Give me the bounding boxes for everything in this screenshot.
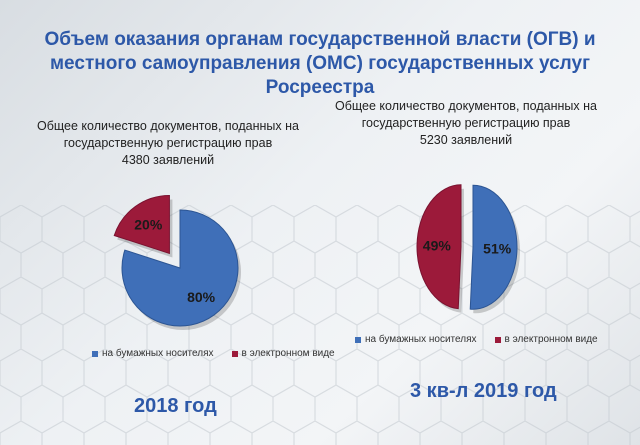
title-line-1: Объем оказания органам государственной в… <box>44 29 596 50</box>
pie-chart-2019: 51% 49% <box>416 184 520 314</box>
title-line-2: местного самоуправления (ОМС) государств… <box>50 53 590 74</box>
year-label-2018: 2018 год <box>134 395 217 417</box>
legend-2019: на бумажных носителях в электронном виде <box>355 334 598 345</box>
pie-slice-paper <box>469 184 518 310</box>
legend-label-electronic: в электронном виде <box>241 348 335 359</box>
chart-2019-total: 5230 заявлений <box>419 133 513 147</box>
swatch-electronic <box>231 350 238 357</box>
swatch-paper <box>355 336 361 343</box>
legend-item-paper: на бумажных носителях <box>355 334 477 345</box>
chart-2018-subtitle-line-1: Общее количество документов, поданных на <box>37 119 299 133</box>
data-label-paper: 51% <box>483 240 512 256</box>
legend-2018: на бумажных носителях в электронном виде <box>92 348 335 359</box>
year-label-2019: 3 кв-л 2019 год <box>410 380 557 402</box>
pie-chart-2018: 80% 20% <box>113 194 241 330</box>
pie-slice-electronic <box>416 184 462 310</box>
pie-slice-paper <box>121 209 239 327</box>
pie-slice-electronic <box>113 194 170 255</box>
chart-2018-total: 4380 заявлений <box>121 153 215 167</box>
chart-2019-subtitle-line-1: Общее количество документов, поданных на <box>335 99 597 113</box>
chart-2018-subtitle: Общее количество документов, поданных на… <box>18 118 318 169</box>
data-label-electronic: 20% <box>134 216 163 232</box>
title-line-3: Росреестра <box>265 77 375 98</box>
swatch-electronic <box>494 336 501 343</box>
data-label-paper: 80% <box>187 289 216 305</box>
chart-2019-subtitle: Общее количество документов, поданных на… <box>316 98 616 149</box>
legend-item-electronic: в электронном виде <box>494 334 598 345</box>
hexagon-background <box>0 205 640 445</box>
legend-item-paper: на бумажных носителях <box>92 348 214 359</box>
legend-label-electronic: в электронном виде <box>504 334 598 345</box>
chart-2019-subtitle-line-2: государственную регистрацию прав <box>361 116 571 130</box>
legend-label-paper: на бумажных носителях <box>102 348 214 359</box>
chart-2018-subtitle-line-2: государственную регистрацию прав <box>63 136 273 150</box>
legend-label-paper: на бумажных носителях <box>365 334 477 345</box>
data-label-electronic: 49% <box>423 238 452 254</box>
swatch-paper <box>92 350 98 357</box>
page-title: Объем оказания органам государственной в… <box>20 28 620 100</box>
legend-item-electronic: в электронном виде <box>231 348 335 359</box>
